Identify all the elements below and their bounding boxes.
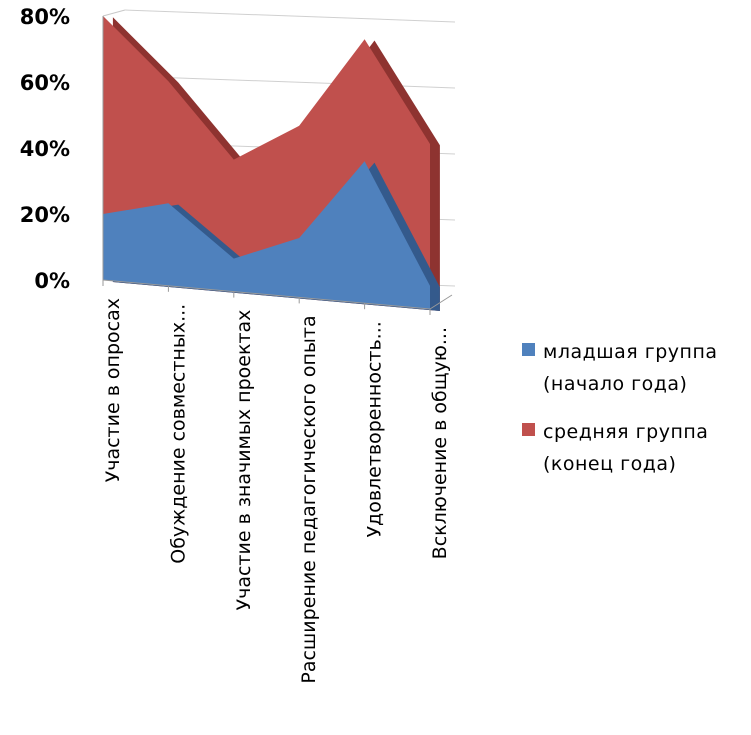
series-layer-front <box>102 161 440 311</box>
gridline <box>124 9 456 23</box>
x-axis-line <box>102 279 431 310</box>
y-tick-label: 80% <box>20 5 70 29</box>
legend-item-series-2: средняя группа (конец года) <box>522 416 743 480</box>
legend-label-series-1: младшая группа (начало года) <box>543 341 718 395</box>
x-tick-label: Участие в значимых проектах <box>233 310 255 611</box>
y-tick-label: 20% <box>20 203 70 227</box>
y-axis-ticks: 0% 20% 40% 60% 80% <box>20 5 70 293</box>
axes <box>102 16 453 310</box>
legend-swatch-series-2 <box>522 423 535 436</box>
x-axis-depth-line <box>429 294 453 310</box>
x-tick-label: Удовлетворенность... <box>364 321 386 537</box>
x-axis-ticks: Участие в опросах Обуждение совместных...… <box>102 280 451 684</box>
legend-item-series-1: младшая группа (начало года) <box>522 336 743 400</box>
x-tick-label: Обуждение совместных... <box>167 304 189 564</box>
series-1-area <box>103 161 430 309</box>
x-tick-label: Расширение педагогического опыта <box>298 315 320 683</box>
y-tick-label: 60% <box>20 71 70 95</box>
legend-swatch-series-1 <box>522 343 535 356</box>
gridline-side <box>102 9 126 17</box>
x-tick-label: Участие в опросах <box>102 298 124 482</box>
legend-label-series-2: средняя группа (конец года) <box>543 421 709 475</box>
legend: младшая группа (начало года) средняя гру… <box>522 336 743 496</box>
x-tick-label: Всключение в общую... <box>429 327 451 559</box>
y-tick-label: 40% <box>20 137 70 161</box>
y-tick-label: 0% <box>34 269 70 293</box>
